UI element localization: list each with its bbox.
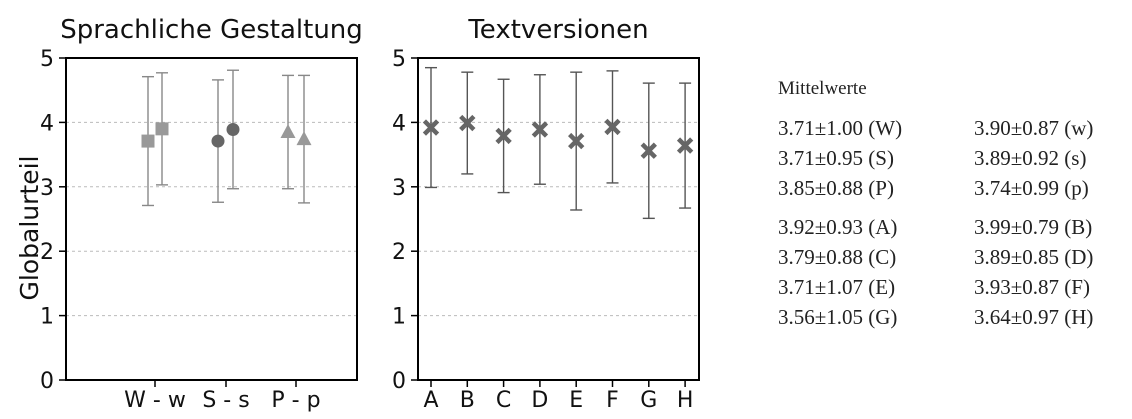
data-point-x bbox=[459, 114, 476, 132]
stats-entry: 3.71±0.95 (S) bbox=[778, 146, 894, 170]
x-tick-label: P - p bbox=[271, 388, 320, 413]
x-tick-label: A bbox=[423, 388, 438, 413]
data-point-circle bbox=[211, 134, 225, 148]
chart-title: Sprachliche Gestaltung bbox=[60, 15, 363, 45]
plot-frame bbox=[417, 57, 700, 381]
y-tick-label: 0 bbox=[392, 369, 406, 394]
data-point-x bbox=[531, 121, 549, 138]
y-tick-label: 0 bbox=[40, 369, 54, 394]
data-point-x bbox=[640, 142, 657, 159]
stats-entry: 3.64±0.97 (H) bbox=[974, 305, 1094, 329]
stats-entry: 3.85±0.88 (P) bbox=[778, 176, 894, 200]
y-tick-label: 1 bbox=[40, 305, 54, 330]
panel-textversionen: 0 1 2 3 4 5 Textversionen A B C D E F G H bbox=[392, 15, 700, 413]
y-tick-label: 3 bbox=[40, 176, 54, 201]
stats-entry: 3.74±0.99 (p) bbox=[974, 176, 1089, 200]
y-tick-label: 1 bbox=[392, 305, 406, 330]
data-point-circle bbox=[226, 122, 240, 136]
stats-entry: 3.99±0.79 (B) bbox=[974, 215, 1093, 239]
stats-entry: 3.89±0.92 (s) bbox=[974, 146, 1087, 170]
data-point-x bbox=[676, 137, 694, 154]
data-point-triangle bbox=[280, 124, 296, 139]
stats-title: Mittelwerte bbox=[778, 78, 867, 99]
stats-entry: 3.93±0.87 (F) bbox=[974, 275, 1090, 299]
x-tick-label: E bbox=[569, 388, 583, 413]
stats-group-1: 3.71±1.00 (W) 3.90±0.87 (w) 3.71±0.95 (S) 3… bbox=[778, 114, 1132, 203]
x-tick-label: H bbox=[677, 388, 694, 413]
stats-table: Mittelwerte 3.71±1.00 (W) 3.90±0.87 (w) 3.… bbox=[778, 78, 1132, 332]
x-tick-label: F bbox=[606, 388, 619, 413]
y-tick-label: 5 bbox=[392, 47, 406, 72]
stats-entry: 3.71±1.07 (E) bbox=[778, 275, 896, 299]
chart-title: Textversionen bbox=[467, 15, 648, 45]
stats-entry: 3.56±1.05 (G) bbox=[778, 305, 898, 329]
x-tick-label: S - s bbox=[202, 388, 249, 413]
y-tick-label: 3 bbox=[392, 176, 406, 201]
x-tick-label: B bbox=[460, 388, 475, 413]
y-axis-label: Globalurteil bbox=[15, 156, 44, 301]
stats-entry: 3.71±1.00 (W) bbox=[778, 116, 903, 140]
data-point-x bbox=[495, 127, 512, 145]
stats-entry: 3.90±0.87 (w) bbox=[974, 116, 1094, 140]
data-point-x bbox=[422, 119, 440, 136]
plot-frame bbox=[65, 57, 358, 381]
y-tick-label: 4 bbox=[392, 111, 406, 136]
stats-entry: 3.89±0.85 (D) bbox=[974, 245, 1094, 269]
x-tick-label: C bbox=[496, 388, 511, 413]
y-tick-label: 5 bbox=[40, 47, 54, 72]
data-point-x bbox=[568, 132, 585, 150]
x-tick-label: W - w bbox=[124, 388, 186, 413]
data-point-square bbox=[155, 122, 169, 136]
y-tick-label: 2 bbox=[40, 240, 54, 265]
x-tick-label: D bbox=[531, 388, 548, 413]
data-point-x bbox=[604, 118, 621, 136]
y-tick-label: 2 bbox=[392, 240, 406, 265]
stats-entry: 3.92±0.93 (A) bbox=[778, 215, 898, 239]
stats-entry: 3.79±0.88 (C) bbox=[778, 245, 897, 269]
data-point-square bbox=[141, 134, 155, 148]
stats-group-2: 3.92±0.93 (A) 3.99±0.79 (B) 3.79±0.88 (C) 3… bbox=[778, 213, 1132, 332]
data-point-triangle bbox=[296, 131, 312, 146]
x-tick-label: G bbox=[640, 388, 657, 413]
y-tick-label: 4 bbox=[40, 111, 54, 136]
